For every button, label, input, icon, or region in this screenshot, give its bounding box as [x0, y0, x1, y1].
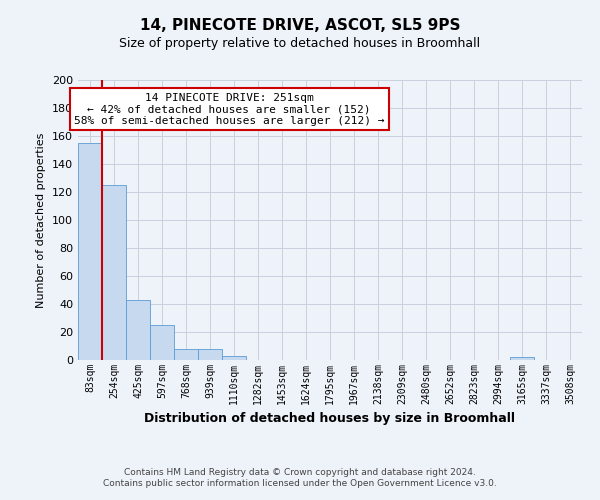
Bar: [510, 357, 534, 360]
Bar: [126, 300, 150, 360]
Text: 14 PINECOTE DRIVE: 251sqm
← 42% of detached houses are smaller (152)
58% of semi: 14 PINECOTE DRIVE: 251sqm ← 42% of detac…: [74, 92, 385, 126]
Text: Size of property relative to detached houses in Broomhall: Size of property relative to detached ho…: [119, 38, 481, 51]
Bar: [174, 349, 198, 360]
Bar: [150, 325, 174, 360]
Y-axis label: Number of detached properties: Number of detached properties: [37, 132, 46, 308]
Bar: [222, 356, 246, 360]
Text: 14, PINECOTE DRIVE, ASCOT, SL5 9PS: 14, PINECOTE DRIVE, ASCOT, SL5 9PS: [140, 18, 460, 32]
X-axis label: Distribution of detached houses by size in Broomhall: Distribution of detached houses by size …: [145, 412, 515, 425]
Text: Contains HM Land Registry data © Crown copyright and database right 2024.
Contai: Contains HM Land Registry data © Crown c…: [103, 468, 497, 487]
Bar: [78, 143, 102, 360]
Bar: [198, 349, 222, 360]
Bar: [102, 185, 126, 360]
